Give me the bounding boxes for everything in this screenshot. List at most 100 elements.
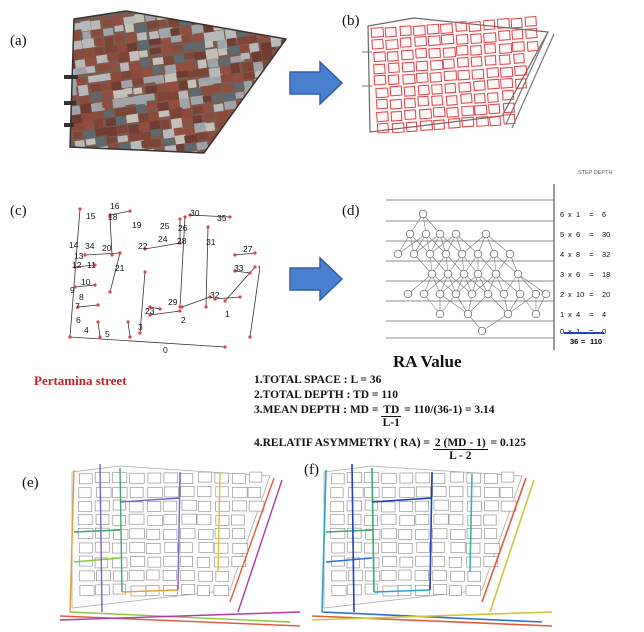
plot xyxy=(364,515,378,526)
step-node-count: 1 xyxy=(576,210,580,219)
roof xyxy=(196,131,210,141)
roof xyxy=(171,44,185,53)
axial-line xyxy=(177,471,181,591)
graph-edge xyxy=(517,273,537,295)
axial-line xyxy=(109,216,113,256)
roof xyxy=(123,15,137,25)
plot xyxy=(79,570,95,582)
graph-node xyxy=(513,269,523,279)
plot xyxy=(450,471,464,483)
axial-line xyxy=(74,264,96,268)
road-stub xyxy=(64,75,78,79)
plot xyxy=(432,570,447,581)
justified-graph: STEP DEPTH 6 x 1 = 65 x 6 = 304 x 8 = 323 x 6 = 182 x 10 = 2… xyxy=(386,170,612,350)
roof xyxy=(176,70,189,79)
axial-label-20: 20 xyxy=(102,243,112,253)
roof xyxy=(75,66,87,75)
axial-node xyxy=(206,225,210,229)
roof xyxy=(238,126,251,140)
plot xyxy=(499,66,514,78)
graph-node xyxy=(427,269,437,279)
plot xyxy=(329,514,345,526)
roof xyxy=(228,128,239,140)
plot xyxy=(426,23,440,35)
step-node-count: 8 xyxy=(576,250,580,259)
roof xyxy=(160,45,176,54)
axial-line xyxy=(69,611,291,623)
axial-label-16: 16 xyxy=(110,201,120,211)
roof xyxy=(128,50,140,62)
axial-line xyxy=(249,266,260,338)
plot xyxy=(510,17,523,29)
roof xyxy=(94,127,107,137)
axial-node xyxy=(248,335,252,339)
roof xyxy=(219,66,230,75)
roof xyxy=(265,76,280,90)
roof xyxy=(129,132,143,142)
roof xyxy=(138,50,149,58)
roof xyxy=(94,47,105,56)
roof xyxy=(133,87,143,95)
step-depth-title: STEP DEPTH xyxy=(578,170,612,176)
axial-node xyxy=(76,305,80,309)
roof xyxy=(199,11,214,14)
roof xyxy=(103,109,114,118)
plot xyxy=(147,515,163,526)
graph-edge xyxy=(493,253,519,275)
roof xyxy=(187,79,197,89)
plot xyxy=(468,21,482,32)
panel-label-b: (b) xyxy=(342,13,360,29)
plot xyxy=(399,501,414,512)
axial-line xyxy=(371,497,433,503)
axial-label-35: 35 xyxy=(217,213,227,223)
plot xyxy=(500,500,517,512)
roof xyxy=(224,19,238,30)
roof xyxy=(204,40,214,49)
plot xyxy=(381,542,397,553)
plot xyxy=(503,113,516,125)
roof xyxy=(273,57,286,66)
plot xyxy=(450,500,464,512)
axial-line xyxy=(73,529,121,533)
plot xyxy=(129,542,145,553)
plot xyxy=(432,556,445,567)
plot xyxy=(465,542,481,554)
graph-edge xyxy=(485,233,511,255)
ra-line-1: 1.TOTAL SPACE : L = 36 xyxy=(254,374,382,386)
plot xyxy=(146,528,161,540)
axial-line xyxy=(237,479,283,613)
graph-edge xyxy=(397,233,427,255)
plot xyxy=(331,585,347,596)
right-arrow-icon xyxy=(289,60,344,106)
plot xyxy=(391,122,405,134)
roof xyxy=(240,52,251,60)
roof xyxy=(256,13,271,24)
roof xyxy=(130,140,145,151)
roof xyxy=(223,11,236,18)
right-arrow-icon xyxy=(289,256,344,302)
roof xyxy=(240,134,254,145)
plot xyxy=(403,97,416,109)
roof xyxy=(117,51,133,63)
plot xyxy=(380,570,397,581)
axial-line xyxy=(312,611,552,621)
roof xyxy=(93,118,104,129)
axial-line xyxy=(139,271,146,334)
axial-node xyxy=(93,263,97,267)
plot xyxy=(78,487,92,499)
integration-map-f xyxy=(312,463,552,627)
roof xyxy=(135,23,148,35)
roof xyxy=(164,64,178,76)
roof xyxy=(187,69,201,78)
roof xyxy=(110,71,125,84)
roof xyxy=(233,82,244,91)
roof xyxy=(169,107,184,120)
step-product: 4 xyxy=(602,310,606,319)
roof xyxy=(100,81,115,91)
axial-line xyxy=(234,270,251,274)
roof xyxy=(274,139,284,148)
axial-line xyxy=(119,497,181,503)
step-node-count: 10 xyxy=(576,290,584,299)
roof xyxy=(197,59,208,71)
